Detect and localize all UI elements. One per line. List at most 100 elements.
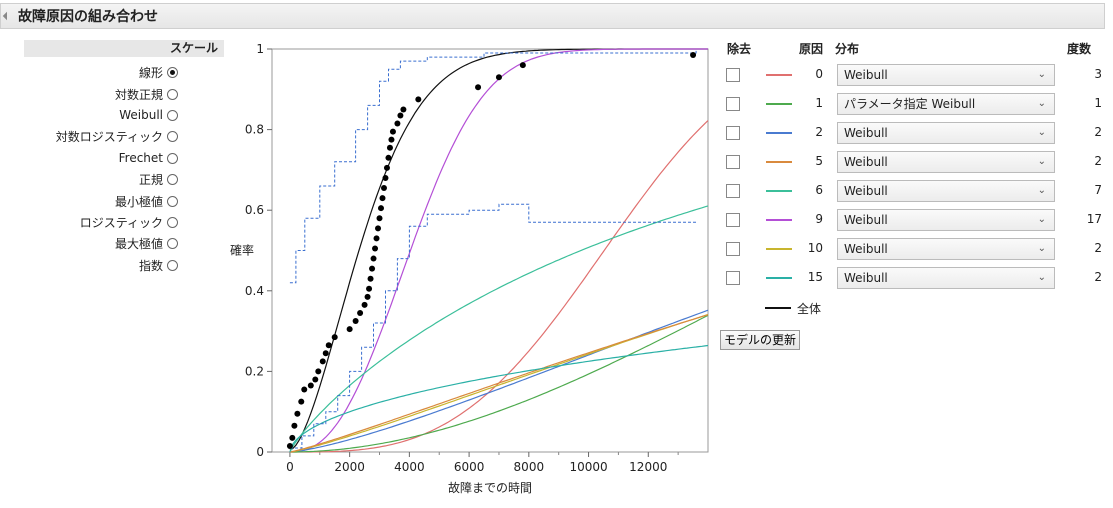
remove-checkbox[interactable] xyxy=(726,97,740,111)
scale-option[interactable]: 指数 xyxy=(0,255,178,276)
data-point xyxy=(385,154,392,161)
cause-color-swatch xyxy=(766,190,792,192)
scale-option[interactable]: 正規 xyxy=(0,169,178,190)
overall-swatch xyxy=(765,307,791,309)
data-point xyxy=(331,334,338,341)
chevron-down-icon: ⌄ xyxy=(1037,243,1046,254)
scale-option[interactable]: 最大極値 xyxy=(0,233,178,254)
radio-button[interactable] xyxy=(167,195,178,207)
data-point xyxy=(397,112,404,119)
remove-checkbox[interactable] xyxy=(726,271,740,285)
distribution-dropdown[interactable]: Weibull ⌄ xyxy=(837,209,1055,231)
scale-option[interactable]: 最小極値 xyxy=(0,190,178,211)
scale-heading: スケール xyxy=(24,40,224,57)
overall-label: 全体 xyxy=(797,302,822,316)
data-point xyxy=(289,434,296,441)
scale-option[interactable]: Frechet xyxy=(0,148,178,169)
cdf-curve-15 xyxy=(289,344,709,453)
frequency-value: 1 xyxy=(1094,96,1102,110)
radio-button[interactable] xyxy=(167,88,178,100)
distribution-dropdown[interactable]: Weibull ⌄ xyxy=(837,64,1055,86)
scale-option[interactable]: 線形 xyxy=(0,62,178,83)
distribution-dropdown[interactable]: パラメータ指定 Weibull ⌄ xyxy=(837,93,1055,115)
data-point xyxy=(415,96,422,103)
remove-checkbox[interactable] xyxy=(726,184,740,198)
cause-id: 15 xyxy=(807,270,823,284)
remove-checkbox[interactable] xyxy=(726,126,740,140)
remove-checkbox[interactable] xyxy=(726,155,740,169)
scale-option-label: 対数正規 xyxy=(114,87,163,102)
update-model-button[interactable]: モデルの更新 xyxy=(720,330,801,350)
distribution-dropdown[interactable]: Weibull ⌄ xyxy=(837,238,1055,260)
scale-option[interactable]: 対数ロジスティック xyxy=(0,126,178,147)
frequency-value: 2 xyxy=(1094,125,1102,139)
platform-title: 故障原因の組み合わせ xyxy=(18,9,158,25)
remove-checkbox[interactable] xyxy=(726,213,740,227)
distribution-value: Weibull xyxy=(844,155,888,169)
col-cause-header: 原因 xyxy=(799,42,824,56)
data-point xyxy=(319,358,326,365)
radio-button[interactable] xyxy=(167,131,178,143)
data-point xyxy=(373,235,380,242)
cause-row: 0 Weibull ⌄ 3 xyxy=(720,62,1110,88)
distribution-dropdown[interactable]: Weibull ⌄ xyxy=(837,180,1055,202)
radio-button[interactable] xyxy=(167,216,178,228)
y-tick-label: 0 xyxy=(256,445,264,459)
frequency-value: 2 xyxy=(1094,241,1102,255)
data-point xyxy=(361,301,368,308)
data-point xyxy=(495,74,502,81)
remove-checkbox[interactable] xyxy=(726,68,740,82)
plot-frame xyxy=(271,48,709,453)
scale-option[interactable]: ロジスティック xyxy=(0,212,178,233)
radio-button[interactable] xyxy=(167,152,178,164)
data-point xyxy=(315,368,322,375)
cause-id: 6 xyxy=(815,183,823,197)
col-dist-header: 分布 xyxy=(835,42,860,56)
radio-button[interactable] xyxy=(167,67,178,79)
cause-color-swatch xyxy=(766,74,792,76)
distribution-value: Weibull xyxy=(844,68,888,82)
data-point xyxy=(382,174,389,181)
remove-checkbox[interactable] xyxy=(726,242,740,256)
distribution-dropdown[interactable]: Weibull ⌄ xyxy=(837,267,1055,289)
x-tick-label: 12000 xyxy=(629,460,667,474)
data-point xyxy=(519,62,526,69)
radio-button[interactable] xyxy=(167,259,178,271)
data-point xyxy=(369,265,376,272)
data-point xyxy=(383,164,390,171)
distribution-dropdown[interactable]: Weibull ⌄ xyxy=(837,151,1055,173)
frequency-value: 2 xyxy=(1094,270,1102,284)
data-point xyxy=(325,342,332,349)
cause-id: 2 xyxy=(815,125,823,139)
cause-row: 2 Weibull ⌄ 2 xyxy=(720,120,1110,146)
scale-option[interactable]: 対数正規 xyxy=(0,83,178,104)
chevron-down-icon: ⌄ xyxy=(1037,69,1046,80)
chevron-down-icon: ⌄ xyxy=(1037,156,1046,167)
chevron-down-icon: ⌄ xyxy=(1037,214,1046,225)
data-point xyxy=(388,136,395,143)
failure-probability-chart[interactable]: 0 0.2 0.4 0.6 0.8 1 0 2000 4000 6000 8000 10000 1200… xyxy=(220,35,720,505)
x-tick-label: 4000 xyxy=(394,460,425,474)
distribution-dropdown[interactable]: Weibull ⌄ xyxy=(837,122,1055,144)
radio-button[interactable] xyxy=(167,109,178,121)
x-tick-label: 6000 xyxy=(454,460,485,474)
scale-option-label: 指数 xyxy=(138,258,163,273)
data-point xyxy=(375,225,382,232)
data-point xyxy=(364,293,371,300)
cause-row: 9 Weibull ⌄ 17 xyxy=(720,207,1110,233)
plot-area[interactable]: 0 0.2 0.4 0.6 0.8 1 0 2000 4000 6000 8000 10000 1200… xyxy=(220,35,720,505)
data-point xyxy=(379,195,386,202)
data-point xyxy=(376,215,383,222)
radio-button[interactable] xyxy=(167,238,178,250)
y-axis-label: 確率 xyxy=(230,243,254,258)
scale-option[interactable]: Weibull xyxy=(0,105,178,126)
scale-option-label: ロジスティック xyxy=(79,215,163,230)
platform-header[interactable]: 故障原因の組み合わせ xyxy=(0,3,1105,29)
cause-row: 5 Weibull ⌄ 2 xyxy=(720,149,1110,175)
scale-option-label: 対数ロジスティック xyxy=(55,130,163,145)
disclosure-triangle-icon[interactable] xyxy=(2,11,12,21)
scale-option-label: 正規 xyxy=(138,173,163,188)
data-point xyxy=(346,326,353,333)
radio-button[interactable] xyxy=(167,174,178,186)
scale-options: 線形対数正規 Weibull 対数ロジスティック Frechet 正規最小極値ロジスティ… xyxy=(0,62,178,276)
